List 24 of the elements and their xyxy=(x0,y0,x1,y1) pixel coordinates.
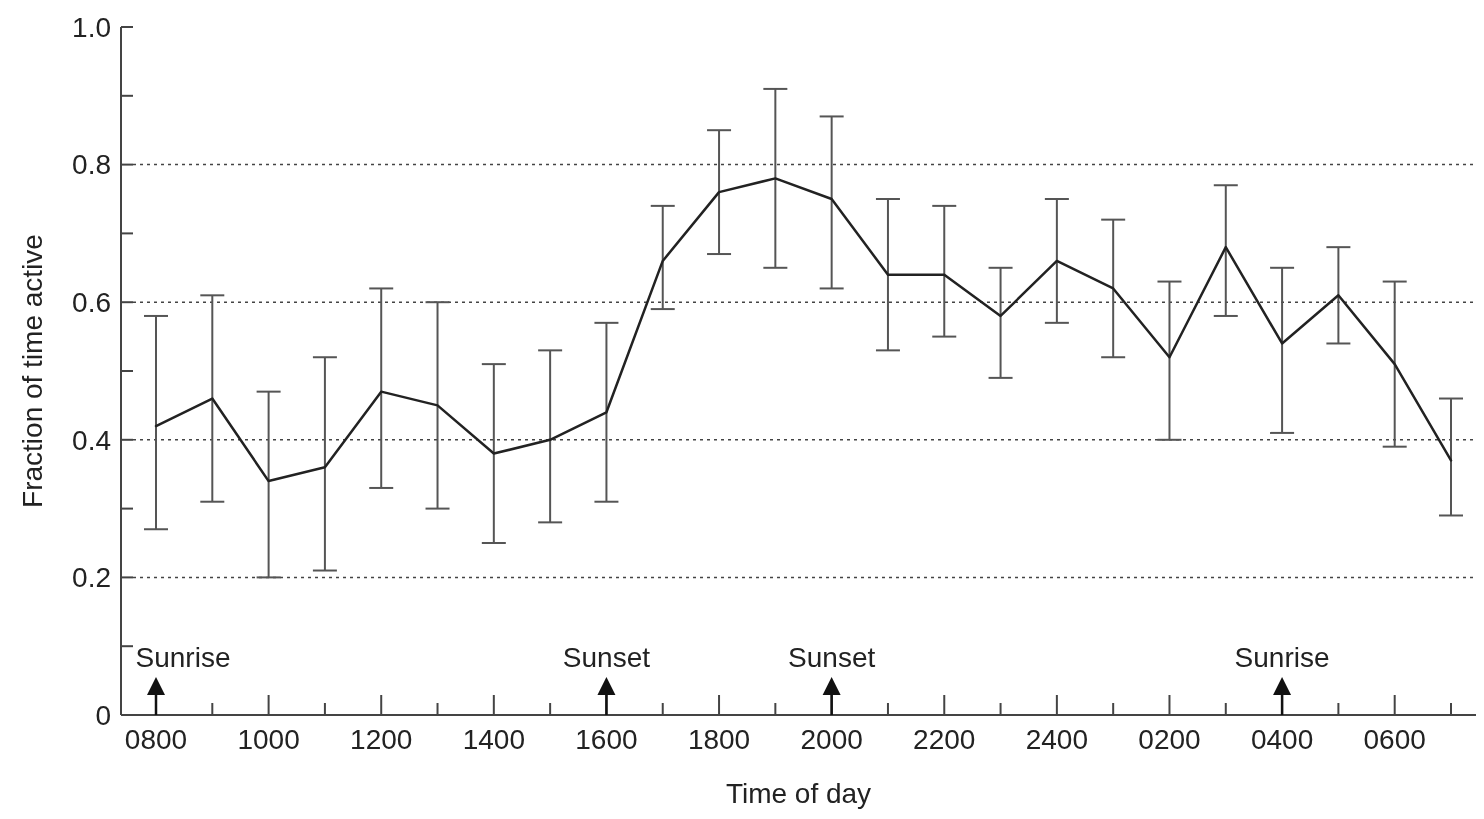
x-axis-title: Time of day xyxy=(725,778,872,809)
x-tick-label: 0200 xyxy=(1138,724,1201,755)
x-tick-label: 1600 xyxy=(575,724,638,755)
x-tick-label: 1800 xyxy=(687,724,751,755)
ref-line-label: Sunrise xyxy=(1234,642,1330,673)
x-tick-label: 0800 xyxy=(124,724,188,755)
y-tick-label: 1.0 xyxy=(72,11,111,43)
y-axis-title: Fraction of time active xyxy=(17,234,48,508)
y-tick-label: 0.2 xyxy=(72,562,111,594)
x-tick-label: 1200 xyxy=(350,724,413,755)
x-tick-label: 2200 xyxy=(913,724,976,755)
x-tick-label: 2000 xyxy=(800,724,863,755)
x-tick-label: 1400 xyxy=(462,724,525,755)
x-tick-label: 1000 xyxy=(237,724,300,755)
y-tick-label: 0 xyxy=(95,699,111,731)
x-tick-label: 2400 xyxy=(1025,724,1089,755)
y-tick-label: 0.4 xyxy=(72,424,111,456)
x-tick-label: 0600 xyxy=(1363,724,1426,755)
y-tick-label: 0.8 xyxy=(72,149,111,181)
ref-line-label: Sunset xyxy=(562,642,651,673)
ref-line-label: Sunrise xyxy=(135,642,231,673)
y-tick-label: 0.6 xyxy=(72,287,111,318)
x-tick-label: 0400 xyxy=(1250,724,1314,755)
ref-line-label: Sunset xyxy=(788,642,876,673)
